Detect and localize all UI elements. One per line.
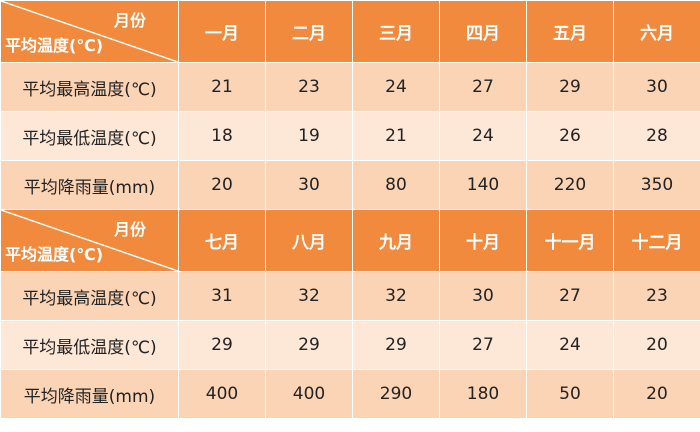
month-axis-label: 月份 xyxy=(113,220,146,239)
value-cell: 80 xyxy=(352,160,440,210)
month-header: 五月 xyxy=(526,0,614,63)
row-label: 平均最高温度(℃) xyxy=(0,271,179,321)
corner-cell: 月份 平均温度(℃) xyxy=(0,209,179,272)
value-cell: 21 xyxy=(178,62,266,112)
month-header: 九月 xyxy=(352,209,440,272)
row-axis-label: 平均温度(℃) xyxy=(5,245,104,264)
row-label: 平均降雨量(mm) xyxy=(0,369,179,419)
value-cell: 29 xyxy=(265,320,353,370)
value-cell: 30 xyxy=(265,160,353,210)
month-header: 二月 xyxy=(265,0,353,63)
value-cell: 29 xyxy=(526,62,614,112)
corner-cell: 月份 平均温度(℃) xyxy=(0,0,179,63)
month-header: 八月 xyxy=(265,209,353,272)
table-row: 平均最高温度(℃) 31 32 32 30 27 23 xyxy=(0,271,700,321)
value-cell: 290 xyxy=(352,369,440,419)
value-cell: 24 xyxy=(439,111,527,161)
table-row: 平均最低温度(℃) 29 29 29 27 24 20 xyxy=(0,320,700,370)
month-header: 四月 xyxy=(439,0,527,63)
header-row: 月份 平均温度(℃) 一月 二月 三月 四月 五月 六月 xyxy=(0,0,700,63)
value-cell: 30 xyxy=(439,271,527,321)
value-cell: 350 xyxy=(613,160,700,210)
table-row: 平均最高温度(℃) 21 23 24 27 29 30 xyxy=(0,62,700,112)
value-cell: 20 xyxy=(613,320,700,370)
value-cell: 400 xyxy=(265,369,353,419)
value-cell: 31 xyxy=(178,271,266,321)
value-cell: 32 xyxy=(265,271,353,321)
value-cell: 20 xyxy=(613,369,700,419)
value-cell: 24 xyxy=(526,320,614,370)
value-cell: 27 xyxy=(439,62,527,112)
row-label: 平均降雨量(mm) xyxy=(0,160,179,210)
row-label: 平均最高温度(℃) xyxy=(0,62,179,112)
diagonal-divider xyxy=(1,210,178,271)
value-cell: 20 xyxy=(178,160,266,210)
value-cell: 24 xyxy=(352,62,440,112)
month-header: 十一月 xyxy=(526,209,614,272)
month-header: 一月 xyxy=(178,0,266,63)
header-row: 月份 平均温度(℃) 七月 八月 九月 十月 十一月 十二月 xyxy=(0,209,700,272)
table-row: 平均降雨量(mm) 400 400 290 180 50 20 xyxy=(0,369,700,419)
month-header: 十月 xyxy=(439,209,527,272)
table-row: 平均降雨量(mm) 20 30 80 140 220 350 xyxy=(0,160,700,210)
value-cell: 400 xyxy=(178,369,266,419)
value-cell: 27 xyxy=(526,271,614,321)
month-header: 三月 xyxy=(352,0,440,63)
value-cell: 220 xyxy=(526,160,614,210)
value-cell: 26 xyxy=(526,111,614,161)
row-axis-label: 平均温度(℃) xyxy=(5,36,104,55)
value-cell: 18 xyxy=(178,111,266,161)
climate-table: 月份 平均温度(℃) 一月 二月 三月 四月 五月 六月 平均最高温度(℃) 2… xyxy=(0,0,700,419)
value-cell: 29 xyxy=(352,320,440,370)
month-header: 六月 xyxy=(613,0,700,63)
row-label: 平均最低温度(℃) xyxy=(0,111,179,161)
row-label: 平均最低温度(℃) xyxy=(0,320,179,370)
month-axis-label: 月份 xyxy=(113,11,146,30)
table-row: 平均最低温度(℃) 18 19 21 24 26 28 xyxy=(0,111,700,161)
value-cell: 28 xyxy=(613,111,700,161)
value-cell: 21 xyxy=(352,111,440,161)
diagonal-divider xyxy=(1,1,178,62)
value-cell: 32 xyxy=(352,271,440,321)
value-cell: 180 xyxy=(439,369,527,419)
month-header: 十二月 xyxy=(613,209,700,272)
month-header: 七月 xyxy=(178,209,266,272)
value-cell: 30 xyxy=(613,62,700,112)
value-cell: 29 xyxy=(178,320,266,370)
value-cell: 23 xyxy=(265,62,353,112)
value-cell: 19 xyxy=(265,111,353,161)
value-cell: 23 xyxy=(613,271,700,321)
value-cell: 27 xyxy=(439,320,527,370)
value-cell: 140 xyxy=(439,160,527,210)
value-cell: 50 xyxy=(526,369,614,419)
